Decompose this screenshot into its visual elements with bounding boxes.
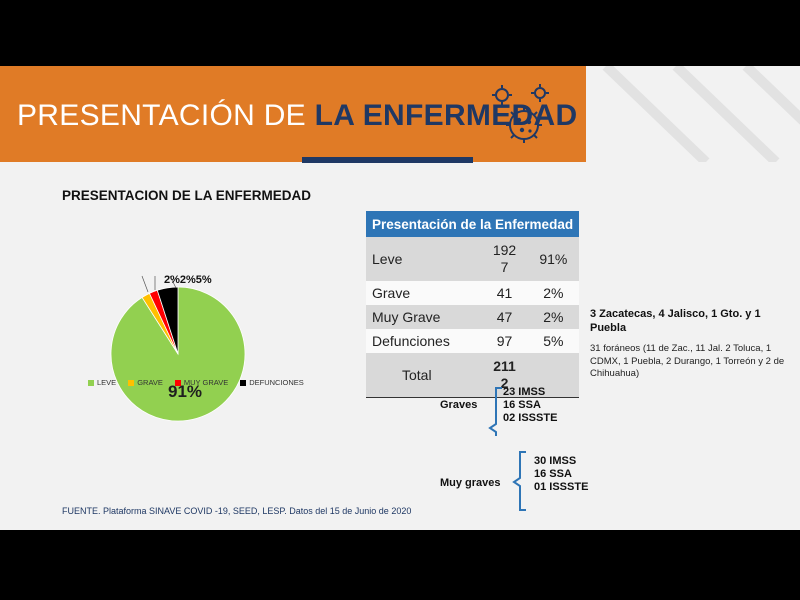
row-percent: 91%: [527, 237, 580, 281]
row-count: 192 7: [481, 237, 528, 281]
row-label: Grave: [366, 281, 482, 305]
total-percent: [527, 353, 580, 398]
source-note: FUENTE. Plataforma SINAVE COVID -19, SEE…: [62, 506, 412, 516]
legend-item-defunciones: DEFUNCIONES: [240, 378, 304, 387]
row-percent: 2%: [527, 305, 580, 329]
legend-swatch: [240, 379, 247, 386]
slide-title-light: PRESENTACIÓN DE: [17, 99, 315, 132]
slide: PRESENTACIÓN DE LA ENFERMEDAD PRESENTACI…: [0, 66, 800, 530]
note-bold: 3 Zacatecas, 4 Jalisco, 1 Gto. y 1 Puebl…: [590, 308, 761, 334]
legend-label: LEVE: [97, 378, 117, 387]
row-count-part-2: 7: [500, 259, 509, 275]
graves-line: 23 IMSS: [503, 386, 546, 398]
graves-line: 16 SSA: [503, 399, 541, 411]
total-count: 211 2: [481, 353, 528, 398]
legend-swatch: [88, 379, 94, 386]
row-percent: 5%: [527, 329, 580, 353]
table-total-row: Total 211 2: [366, 353, 580, 398]
table-row: Muy Grave 47 2%: [366, 305, 580, 329]
row-label: Leve: [366, 237, 482, 281]
table-row: Defunciones 97 5%: [366, 329, 580, 353]
presentation-table: Presentación de la Enfermedad Leve 192 7 …: [366, 211, 580, 398]
note-small: 31 foráneos (11 de Zac., 11 Jal. 2 Toluc…: [590, 343, 785, 379]
graves-line: 02 ISSSTE: [503, 412, 558, 424]
chart-legend: LEVE GRAVE MUY GRAVE DEFUNCIONES: [88, 378, 304, 387]
row-label: Muy Grave: [366, 305, 482, 329]
row-label: Defunciones: [366, 329, 482, 353]
legend-swatch: [128, 379, 135, 386]
table-row: Grave 41 2%: [366, 281, 580, 305]
table-header: Presentación de la Enfermedad: [366, 211, 580, 237]
legend-item-muy-grave: MUY GRAVE: [174, 378, 229, 387]
graves-label: Graves: [440, 399, 478, 411]
muy-graves-lines: 30 IMSS 16 SSA 01 ISSSTE: [534, 455, 588, 494]
chart-title: PRESENTACION DE LA ENFERMEDAD: [62, 188, 312, 203]
virus-icon: [492, 84, 549, 143]
muy-graves-label: Muy graves: [440, 477, 501, 489]
group-brackets: [488, 387, 526, 511]
pie-label-leve: 91%: [168, 382, 202, 401]
graves-lines: 23 IMSS 16 SSA 02 ISSSTE: [503, 386, 557, 425]
title-underline: [302, 157, 473, 163]
legend-item-leve: LEVE: [88, 378, 116, 387]
legend-label: DEFUNCIONES: [249, 378, 304, 387]
legend-swatch: [174, 379, 181, 386]
muy-graves-line: 16 SSA: [534, 468, 572, 480]
table-row: Leve 192 7 91%: [366, 237, 580, 281]
total-count-part-2: 2: [500, 375, 509, 391]
total-count-part-1: 211: [493, 358, 516, 374]
row-count-part-1: 192: [492, 242, 517, 258]
total-label: Total: [366, 353, 482, 398]
row-percent: 2%: [527, 281, 580, 305]
pie-small-slices-label: 2%2%5%: [164, 274, 212, 286]
leader-line: [141, 275, 149, 293]
muy-graves-line: 01 ISSSTE: [534, 481, 589, 493]
row-count: 47: [481, 305, 528, 329]
pie-chart: 2%2%5% 91%: [110, 274, 246, 422]
background-decoration: [602, 66, 800, 162]
title-banner: [0, 66, 586, 162]
legend-item-grave: GRAVE: [128, 378, 163, 387]
muy-graves-line: 30 IMSS: [534, 455, 577, 467]
legend-label: GRAVE: [137, 378, 163, 387]
pie-slice-defunciones: [156, 286, 179, 355]
legend-label: MUY GRAVE: [183, 378, 229, 387]
leader-line: [169, 275, 177, 289]
row-count: 97: [481, 329, 528, 353]
row-count: 41: [481, 281, 528, 305]
